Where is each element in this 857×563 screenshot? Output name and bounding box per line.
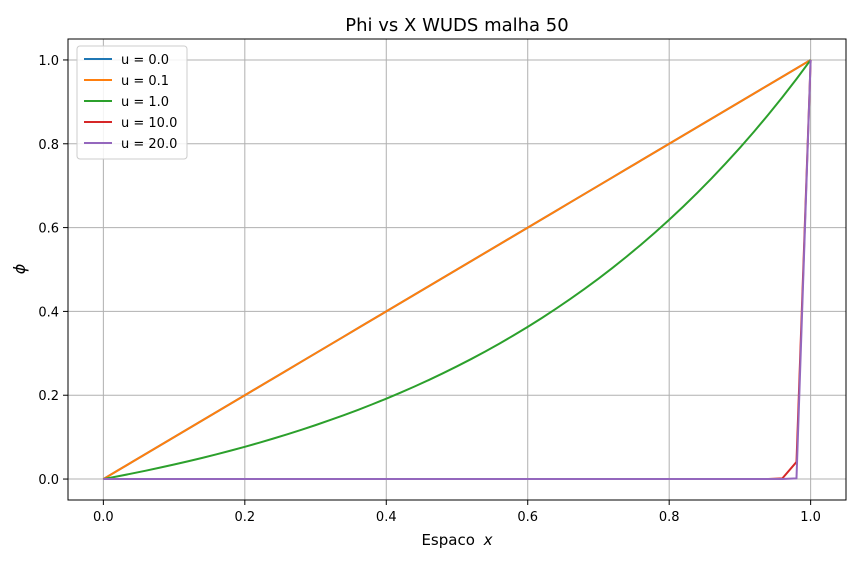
legend-label: u = 20.0	[121, 137, 177, 152]
y-tick-label: 0.8	[38, 138, 59, 153]
y-tick-label: 1.0	[38, 54, 59, 69]
x-axis-label-text: Espaco	[421, 531, 474, 549]
plot-area-frame	[67, 38, 847, 501]
series-layer	[102, 59, 812, 481]
x-axis-label-variable: x	[483, 531, 493, 549]
series-line-4	[103, 59, 812, 481]
y-tick-label: 0.6	[38, 222, 59, 237]
legend-label: u = 0.1	[121, 74, 169, 89]
legend-box	[76, 45, 188, 160]
x-tick-label: 1.0	[800, 510, 821, 525]
legend-label: u = 10.0	[121, 116, 177, 131]
y-tick-label: 0.4	[38, 305, 59, 320]
y-axis-label: ϕ	[10, 263, 29, 274]
x-axis-label: Espaco x	[421, 531, 492, 549]
legend-label: u = 1.0	[121, 95, 169, 110]
y-tick-label: 0.2	[38, 389, 59, 404]
chart-title: Phi vs X WUDS malha 50	[345, 15, 568, 36]
x-tick-label: 0.0	[93, 510, 114, 525]
y-tick-label: 0.0	[38, 473, 59, 488]
legend-label: u = 0.0	[121, 53, 169, 68]
legend: u = 0.0 u = 0.1 u = 1.0 u = 10.0 u = 20.0	[76, 45, 188, 160]
series-line-1	[102, 59, 812, 480]
x-tick-label: 0.2	[234, 510, 255, 525]
x-tick-label: 0.6	[517, 510, 538, 525]
x-tick-label: 0.8	[659, 510, 680, 525]
series-line-2	[103, 59, 812, 481]
tick-layer: 0.0 0.2 0.4 0.6 0.8 1.0 0.0 0.2 0.4 0.6 0.8 1.0	[38, 54, 821, 525]
x-tick-label: 0.4	[376, 510, 397, 525]
